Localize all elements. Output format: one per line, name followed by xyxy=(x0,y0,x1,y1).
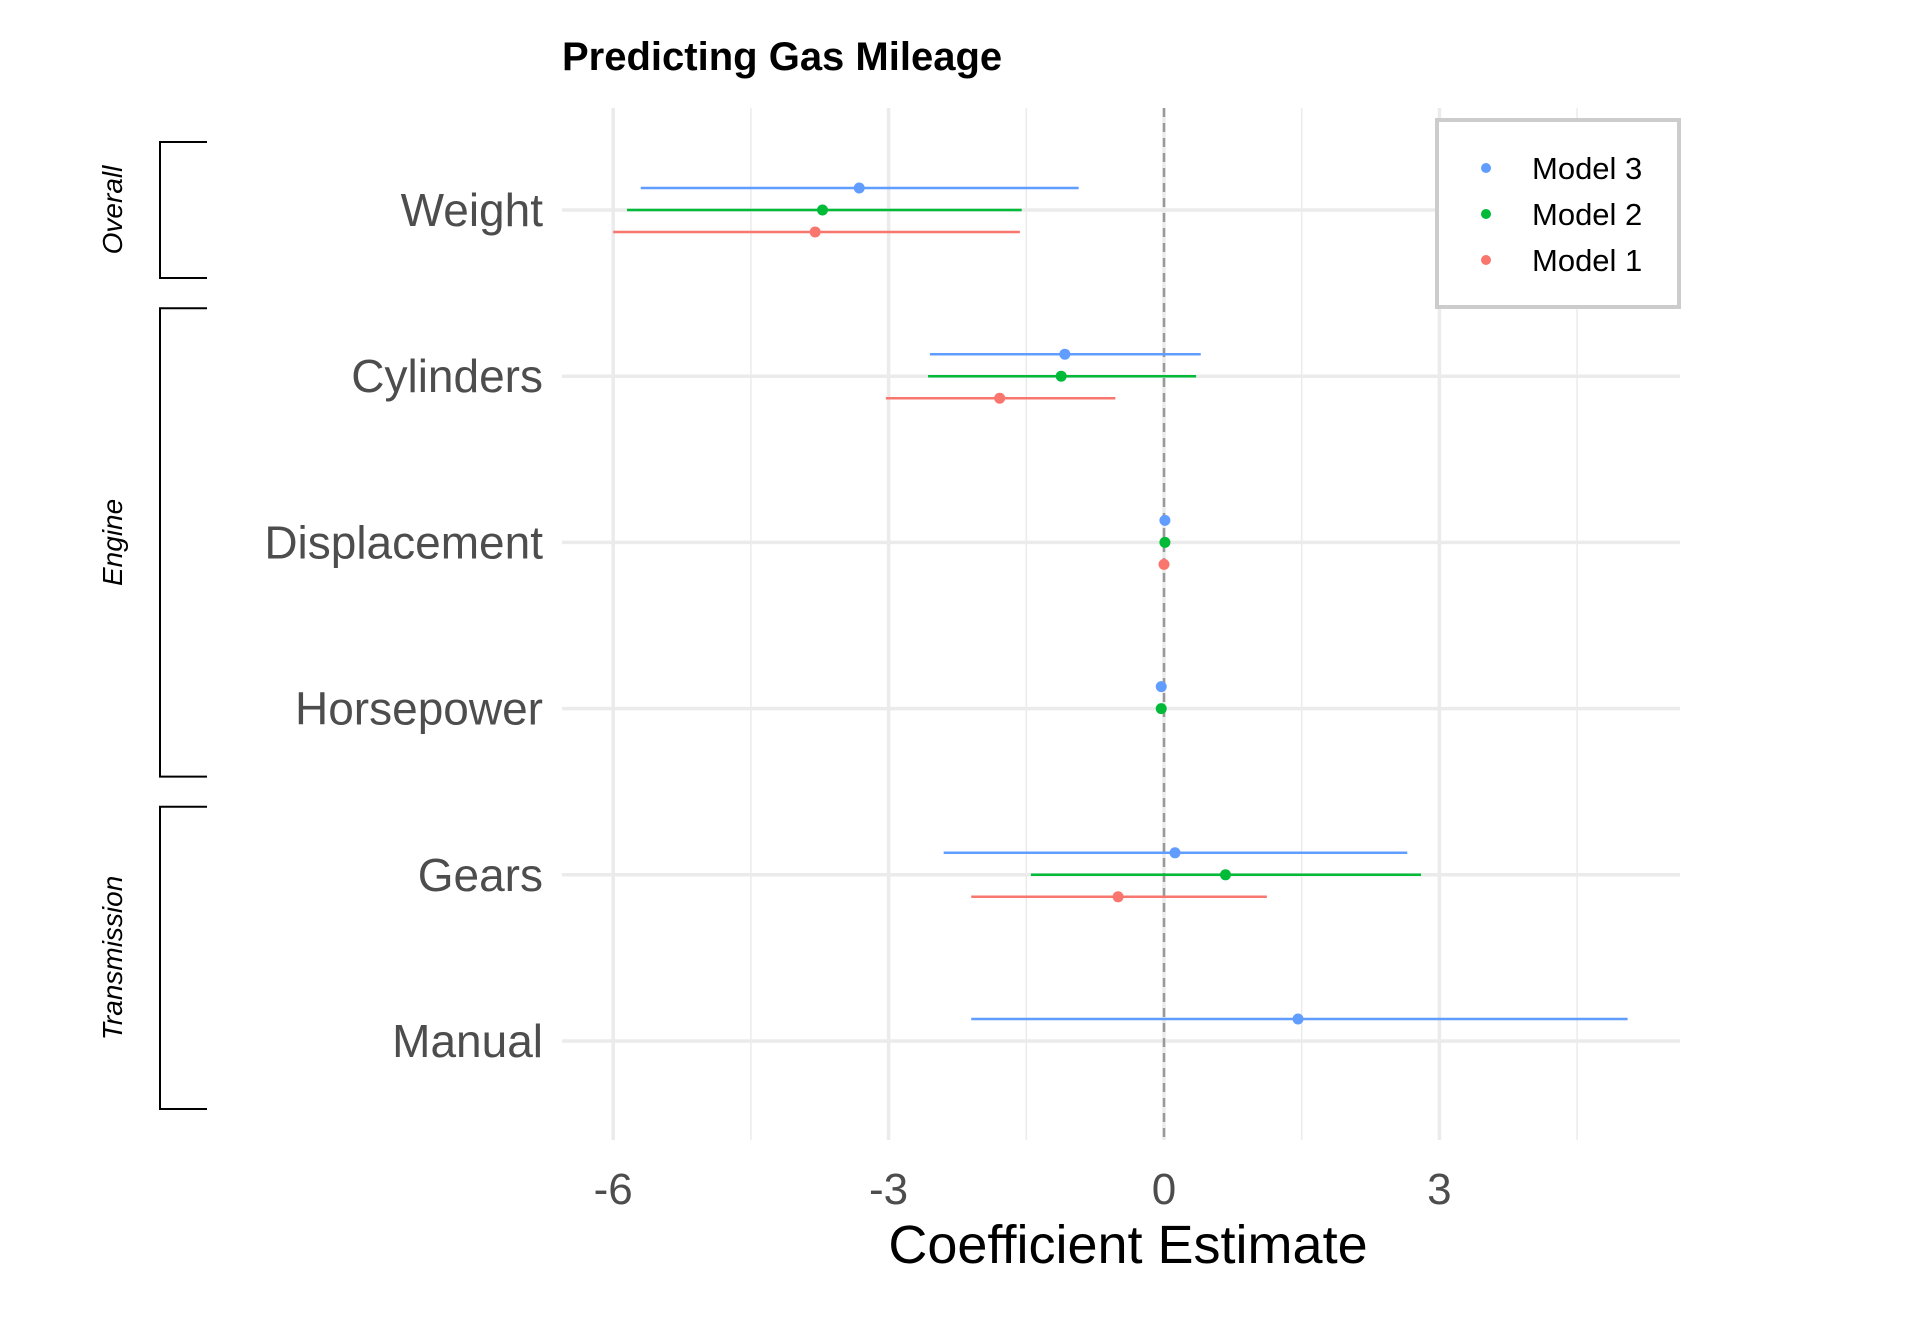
point-estimate xyxy=(809,226,821,238)
legend: Model 3 Model 2 Model 1 xyxy=(1435,118,1681,309)
point-estimate xyxy=(1159,514,1171,526)
series-model-3 xyxy=(640,182,1628,1025)
point-estimate xyxy=(1155,681,1167,693)
x-tick-label: 3 xyxy=(1427,1165,1451,1214)
group-brackets: Overall Engine Transmission xyxy=(97,141,207,1110)
category-label: Horsepower xyxy=(295,683,543,735)
group-bracket xyxy=(159,141,207,279)
series-marks xyxy=(613,182,1628,1025)
point-estimate xyxy=(817,204,829,216)
legend-label: Model 2 xyxy=(1532,197,1642,232)
point-estimate xyxy=(1220,869,1232,881)
x-tick-label: -6 xyxy=(594,1165,633,1214)
group-bracket xyxy=(159,307,207,778)
group-label: Engine xyxy=(97,499,128,586)
group-bracket xyxy=(159,805,207,1110)
point-estimate xyxy=(1292,1013,1304,1025)
series-model-1 xyxy=(613,226,1267,903)
x-axis-title: Coefficient Estimate xyxy=(888,1215,1367,1275)
legend-label: Model 3 xyxy=(1532,151,1642,186)
x-tick-label: -3 xyxy=(869,1165,908,1214)
group-label: Overall xyxy=(97,165,128,254)
point-estimate xyxy=(1158,558,1170,570)
category-label: Gears xyxy=(418,849,543,901)
legend-key xyxy=(1481,163,1491,173)
point-estimate xyxy=(1169,847,1181,859)
point-estimate xyxy=(1155,703,1167,715)
group-label: Transmission xyxy=(97,876,128,1040)
point-estimate xyxy=(1059,348,1071,360)
category-label: Weight xyxy=(401,184,544,236)
point-estimate xyxy=(853,182,865,194)
point-estimate xyxy=(1055,370,1067,382)
x-tick-label: 0 xyxy=(1152,1165,1176,1214)
x-tick-labels: -6 -3 0 3 xyxy=(594,1165,1452,1214)
category-labels: Weight Cylinders Displacement Horsepower Gea… xyxy=(264,184,543,1067)
category-label: Manual xyxy=(392,1015,543,1067)
chart-title: Predicting Gas Mileage xyxy=(562,35,1002,79)
point-estimate xyxy=(994,392,1006,404)
legend-key xyxy=(1481,209,1491,219)
legend-label: Model 1 xyxy=(1532,243,1642,278)
point-estimate xyxy=(1112,891,1124,903)
legend-key xyxy=(1481,255,1491,265)
series-model-2 xyxy=(626,204,1422,881)
category-label: Cylinders xyxy=(351,350,543,402)
point-estimate xyxy=(1159,536,1171,548)
legend-box xyxy=(1435,118,1681,309)
category-label: Displacement xyxy=(264,516,543,568)
